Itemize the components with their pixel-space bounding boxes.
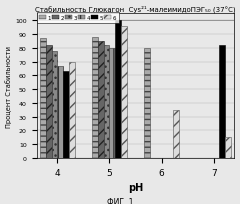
Title: Стабильность Глюкагон  Cys²¹-малеимидоПЭГ₅₀ (37°C): Стабильность Глюкагон Cys²¹-малеимидоПЭГ… — [35, 6, 236, 13]
Bar — [40, 39, 46, 158]
Bar — [69, 62, 75, 158]
Y-axis label: Процент Стабильности: Процент Стабильности — [6, 45, 12, 127]
Bar — [115, 21, 121, 158]
Bar — [104, 46, 109, 158]
X-axis label: pH: pH — [128, 182, 143, 192]
Bar — [173, 110, 179, 158]
Bar — [98, 42, 104, 158]
Bar — [46, 46, 52, 158]
Bar — [92, 38, 98, 158]
Bar — [57, 66, 63, 158]
Text: ФИГ. 1: ФИГ. 1 — [107, 197, 133, 204]
Bar — [109, 49, 115, 158]
Bar — [52, 51, 57, 158]
Bar — [144, 49, 150, 158]
Bar — [63, 72, 69, 158]
Bar — [121, 27, 127, 158]
Bar — [219, 46, 225, 158]
Legend: 1, 2, 3, 4, 5, 6: 1, 2, 3, 4, 5, 6 — [36, 13, 119, 23]
Bar — [225, 138, 231, 158]
